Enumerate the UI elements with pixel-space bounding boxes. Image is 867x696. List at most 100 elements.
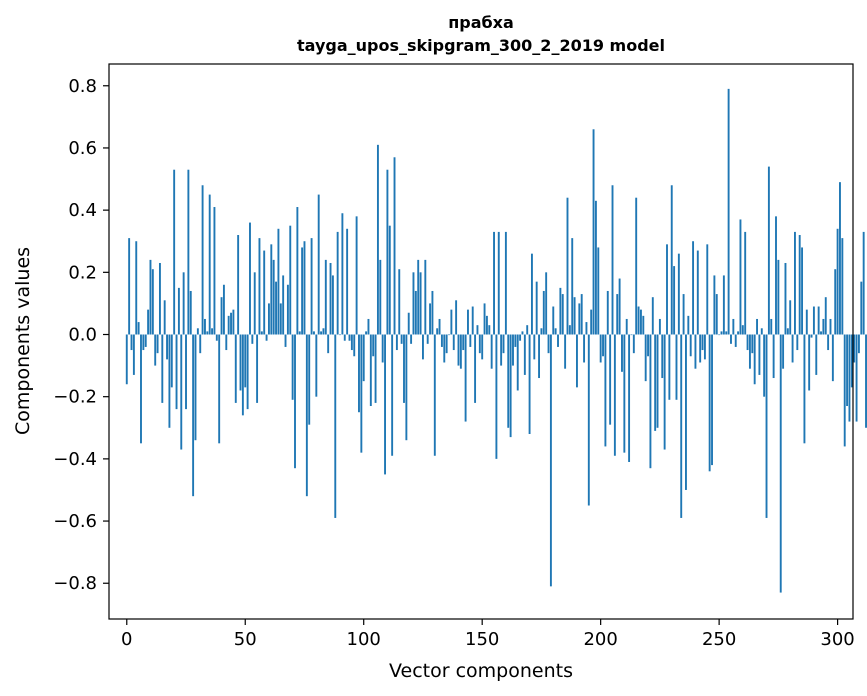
bar-224: [656, 334, 659, 428]
y-tick-label: 0.8: [68, 76, 97, 97]
bar-117: [403, 334, 405, 403]
bar-7: [142, 334, 145, 351]
bar-31: [199, 334, 202, 354]
bar-13: [156, 334, 159, 354]
bar-141: [459, 334, 462, 369]
bar-82: [320, 331, 323, 335]
bar-91: [341, 213, 344, 335]
bar-36: [211, 328, 214, 335]
bar-77: [308, 334, 311, 425]
bar-220: [647, 334, 649, 357]
bar-2: [130, 334, 133, 351]
y-tick-label: −0.8: [53, 573, 97, 594]
bar-96: [353, 334, 356, 357]
bar-204: [609, 334, 612, 425]
bar-110: [386, 169, 389, 335]
bar-54: [253, 272, 256, 335]
bar-190: [576, 334, 578, 388]
bar-68: [286, 284, 289, 335]
bar-88: [334, 334, 337, 518]
bar-169: [526, 325, 529, 335]
bar-45: [232, 309, 235, 335]
bar-129: [431, 290, 434, 335]
bar-295: [824, 297, 827, 335]
bar-214: [632, 334, 635, 354]
bar-59: [265, 334, 268, 341]
x-tick-label: 300: [820, 629, 854, 650]
bar-202: [604, 334, 607, 447]
bar-63: [275, 281, 277, 335]
bar-280: [789, 300, 792, 335]
bar-38: [215, 334, 218, 341]
bar-67: [284, 334, 287, 347]
bar-279: [786, 328, 789, 335]
bar-81: [317, 194, 320, 335]
bar-238: [689, 334, 692, 357]
bar-294: [822, 318, 825, 335]
bar-27: [189, 290, 192, 335]
bar-66: [282, 275, 285, 335]
bar-164: [514, 334, 517, 347]
y-tick-label: 0.0: [68, 325, 97, 346]
bar-98: [358, 334, 360, 413]
x-tick-label: 150: [465, 629, 499, 650]
bar-133: [440, 334, 443, 347]
bar-97: [355, 216, 358, 335]
y-tick-label: −0.6: [53, 511, 97, 532]
bar-178: [547, 334, 550, 354]
bar-85: [327, 334, 330, 354]
bar-195: [587, 334, 590, 506]
bar-254: [727, 88, 730, 335]
bar-250: [718, 334, 721, 336]
bar-55: [256, 334, 259, 403]
bar-144: [467, 309, 469, 335]
bar-305: [848, 334, 851, 422]
bar-92: [343, 334, 346, 341]
bar-94: [348, 334, 351, 341]
bar-58: [263, 250, 266, 335]
bar-197: [592, 129, 595, 335]
bar-255: [730, 334, 732, 344]
bar-18: [168, 334, 171, 428]
y-tick-label: 0.6: [68, 138, 97, 159]
bar-263: [748, 334, 751, 369]
bar-312: [865, 334, 867, 428]
bar-291: [815, 334, 818, 375]
bar-137: [450, 309, 453, 335]
bar-170: [528, 334, 531, 434]
bar-245: [706, 244, 709, 335]
bar-281: [791, 334, 794, 363]
bar-71: [294, 334, 296, 469]
bar-80: [315, 334, 318, 397]
bar-298: [831, 334, 834, 382]
bar-248: [713, 275, 716, 335]
bar-198: [594, 200, 597, 335]
bar-37: [213, 207, 216, 335]
bar-269: [763, 334, 766, 397]
bar-284: [798, 235, 801, 335]
bar-72: [296, 207, 299, 335]
y-axis-ticks: −0.8 −0.6 −0.4 −0.2 0.0 0.2 0.4 0.6 0.8: [53, 76, 109, 594]
bar-103: [369, 334, 372, 407]
bar-163: [512, 334, 514, 366]
bar-264: [751, 334, 754, 354]
bar-90: [339, 334, 341, 336]
bar-23: [180, 334, 183, 450]
bar-135: [445, 334, 448, 354]
bar-120: [410, 334, 413, 344]
bar-199: [597, 247, 600, 335]
bar-114: [395, 334, 398, 351]
bar-310: [860, 281, 863, 335]
bar-293: [820, 331, 822, 335]
bar-174: [538, 334, 540, 379]
bar-233: [677, 253, 680, 335]
bar-302: [841, 238, 844, 335]
bar-161: [507, 334, 510, 428]
x-axis-label: Vector components: [389, 660, 573, 682]
bar-60: [267, 303, 270, 335]
bar-309: [857, 334, 860, 354]
bar-261: [744, 231, 747, 335]
bar-162: [509, 334, 512, 438]
bar-276: [779, 334, 782, 593]
x-tick-label: 0: [121, 629, 132, 650]
